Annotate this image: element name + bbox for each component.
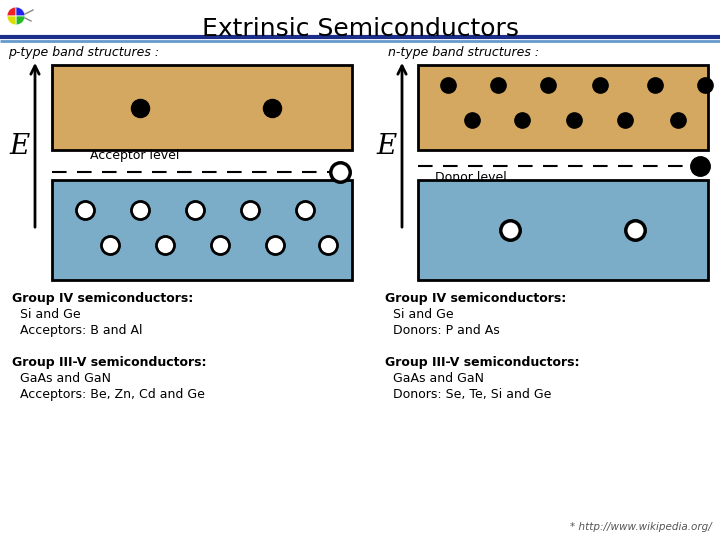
Bar — [52, 65, 352, 150]
Text: Extrinsic Semiconductors: Extrinsic Semiconductors — [202, 17, 518, 41]
Text: Acceptor level: Acceptor level — [90, 149, 179, 162]
Text: Group III-V semiconductors:: Group III-V semiconductors: — [385, 356, 580, 369]
Text: Group III-V semiconductors:: Group III-V semiconductors: — [12, 356, 207, 369]
Wedge shape — [7, 7, 16, 16]
Bar — [52, 180, 352, 280]
Text: Donor level: Donor level — [435, 171, 507, 184]
Text: p-type band structures :: p-type band structures : — [8, 46, 159, 59]
Text: Donors: P and As: Donors: P and As — [385, 324, 500, 337]
Text: Acceptors: B and Al: Acceptors: B and Al — [12, 324, 143, 337]
Text: GaAs and GaN: GaAs and GaN — [385, 372, 484, 385]
Text: Donors: Se, Te, Si and Ge: Donors: Se, Te, Si and Ge — [385, 388, 552, 401]
Bar — [418, 180, 708, 280]
Text: E: E — [377, 133, 397, 160]
Text: * http://www.wikipedia.org/: * http://www.wikipedia.org/ — [570, 522, 712, 532]
Text: E: E — [10, 133, 30, 160]
Text: Acceptors: Be, Zn, Cd and Ge: Acceptors: Be, Zn, Cd and Ge — [12, 388, 205, 401]
Bar — [418, 65, 708, 150]
Text: Group IV semiconductors:: Group IV semiconductors: — [385, 292, 566, 305]
Text: n-type band structures :: n-type band structures : — [388, 46, 539, 59]
Wedge shape — [16, 16, 25, 25]
Wedge shape — [7, 16, 16, 25]
Text: Si and Ge: Si and Ge — [12, 308, 81, 321]
Text: Si and Ge: Si and Ge — [385, 308, 454, 321]
Text: GaAs and GaN: GaAs and GaN — [12, 372, 111, 385]
Text: Group IV semiconductors:: Group IV semiconductors: — [12, 292, 193, 305]
Wedge shape — [16, 7, 25, 16]
